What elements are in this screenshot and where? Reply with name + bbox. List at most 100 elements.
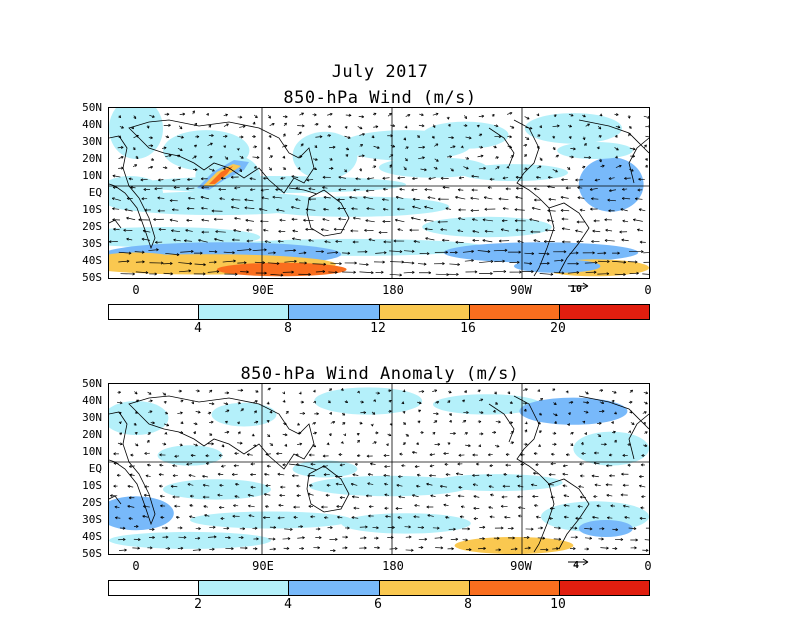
wind-vector bbox=[207, 270, 220, 274]
wind-vector bbox=[337, 207, 346, 211]
wind-vector bbox=[179, 269, 192, 273]
wind-vector bbox=[339, 463, 345, 467]
lon-tick-label: 90W bbox=[510, 283, 532, 297]
wind-vector bbox=[322, 454, 329, 458]
wind-vector bbox=[550, 462, 556, 466]
wind-vector bbox=[614, 411, 617, 415]
wind-vector bbox=[413, 515, 420, 519]
wind-vector bbox=[418, 537, 428, 541]
wind-vector bbox=[258, 207, 268, 212]
wind-vector bbox=[373, 399, 376, 403]
wind-vector bbox=[508, 421, 513, 425]
wind-vector bbox=[173, 238, 181, 242]
monsoon-jet-shade bbox=[209, 166, 233, 184]
wind-vector bbox=[133, 115, 137, 120]
wind-vector bbox=[327, 112, 333, 116]
wind-vector bbox=[116, 473, 121, 477]
wind-vector bbox=[244, 198, 254, 202]
wind-vector bbox=[308, 197, 316, 201]
wind-vector bbox=[464, 259, 474, 263]
wind-vector bbox=[178, 389, 182, 393]
wind-vector bbox=[440, 228, 448, 232]
wind-vector bbox=[597, 434, 602, 437]
wind-vector bbox=[359, 421, 363, 425]
wind-vector bbox=[432, 389, 438, 393]
wind-vector bbox=[505, 463, 511, 467]
wind-vector bbox=[207, 535, 217, 539]
colorbar-swatch bbox=[109, 581, 200, 595]
wind-vector bbox=[207, 142, 213, 146]
wind-vector bbox=[465, 136, 472, 140]
wind-vector bbox=[192, 110, 195, 115]
lat-tick-label: EQ bbox=[88, 186, 102, 199]
wind-vector bbox=[178, 535, 187, 539]
wind-vector bbox=[366, 207, 375, 211]
wind-vector bbox=[119, 548, 127, 552]
wind-vector bbox=[599, 113, 603, 117]
wind-vector bbox=[432, 112, 439, 116]
wind-vector bbox=[598, 537, 604, 541]
wind-vector bbox=[549, 506, 555, 510]
wind-vector bbox=[363, 195, 374, 200]
wind-vector bbox=[562, 240, 571, 244]
wind-vector bbox=[360, 536, 367, 540]
wind-vector bbox=[614, 147, 619, 151]
wind-vector bbox=[252, 121, 256, 125]
wind-vector bbox=[202, 474, 208, 478]
wind-vector bbox=[204, 514, 210, 517]
wind-vector bbox=[189, 494, 194, 498]
wind-vector bbox=[190, 453, 196, 457]
wind-vector bbox=[130, 453, 134, 457]
wind-vector bbox=[612, 251, 620, 255]
wind-vector bbox=[398, 495, 406, 499]
wind-vector bbox=[268, 134, 272, 138]
wind-vector bbox=[577, 504, 583, 508]
wind-vector bbox=[600, 442, 607, 446]
wind-vector bbox=[218, 505, 225, 509]
wind-vector bbox=[404, 125, 408, 129]
wind-vector bbox=[374, 260, 385, 264]
wind-vector bbox=[113, 484, 118, 488]
wind-vector bbox=[462, 249, 474, 253]
wind-vector bbox=[350, 229, 359, 233]
wind-vector bbox=[463, 411, 469, 415]
wind-vector bbox=[373, 158, 377, 161]
wind-vector bbox=[432, 431, 436, 435]
wind-vector bbox=[639, 484, 646, 488]
wind-vector bbox=[388, 400, 392, 403]
wind-vector bbox=[608, 209, 615, 213]
lat-tick-label: 10N bbox=[82, 169, 102, 182]
wind-vector bbox=[268, 537, 276, 541]
wind-vector bbox=[158, 473, 164, 477]
wind-vector bbox=[554, 526, 561, 530]
wind-vector bbox=[517, 239, 524, 243]
wind-vector bbox=[282, 391, 285, 395]
colorbar-swatch bbox=[289, 305, 380, 319]
wind-vector bbox=[133, 422, 137, 426]
wind-vector bbox=[218, 187, 226, 191]
wind-vector bbox=[365, 494, 373, 498]
wind-vector bbox=[269, 155, 273, 159]
wind-vector bbox=[314, 145, 318, 149]
wind-vector bbox=[634, 197, 643, 201]
wind-vector bbox=[502, 484, 510, 488]
wind-vector bbox=[449, 431, 456, 435]
shade-area bbox=[460, 164, 568, 182]
wind-vector bbox=[135, 271, 149, 275]
wind-vector bbox=[223, 145, 227, 148]
wind-vector bbox=[209, 250, 218, 254]
anomaly-map-svg bbox=[109, 384, 649, 554]
wind-vector bbox=[144, 451, 150, 455]
wind-vector bbox=[314, 412, 319, 416]
wind-vector bbox=[358, 115, 365, 119]
wind-vector bbox=[570, 535, 578, 539]
wind-vector bbox=[375, 391, 380, 395]
wind-vector bbox=[328, 145, 336, 149]
wind-vector bbox=[387, 535, 394, 539]
wind-vector bbox=[614, 113, 619, 117]
wind-vector bbox=[328, 433, 332, 437]
wind-vector bbox=[177, 526, 183, 530]
wind-vector bbox=[627, 463, 631, 467]
coastline bbox=[109, 219, 122, 229]
wind-vector bbox=[268, 166, 272, 171]
